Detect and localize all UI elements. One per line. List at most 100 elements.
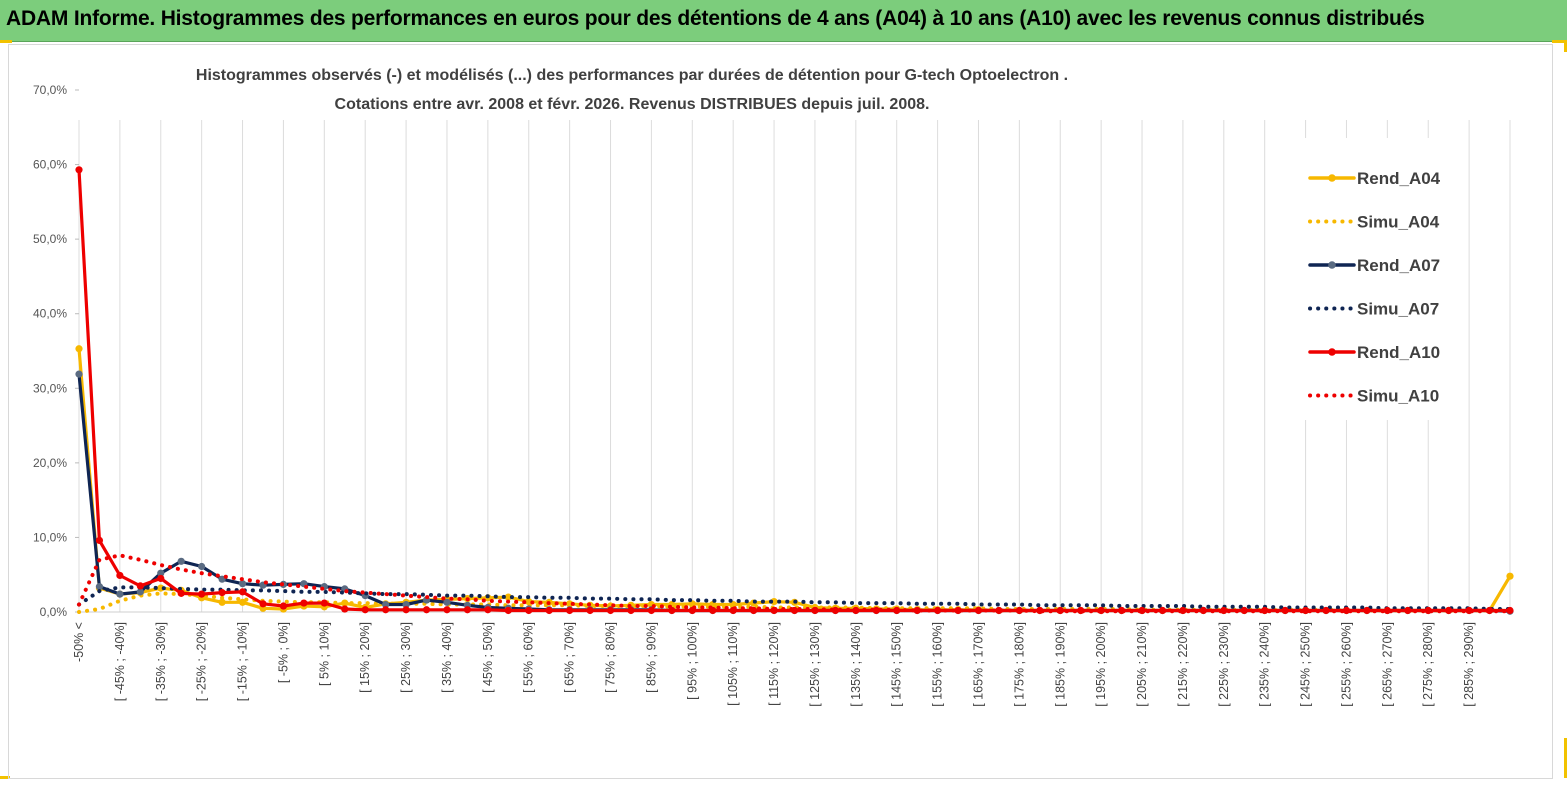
- data-point: [238, 580, 247, 588]
- x-tick-label: [ 125% ; 130%]: [808, 622, 822, 707]
- report-banner: ADAM Informe. Histogrammes des performan…: [0, 0, 1567, 42]
- gridlines: [78, 120, 1511, 612]
- data-point: [361, 606, 369, 614]
- series-Rend_A07: [75, 370, 1514, 615]
- x-tick-label: [ 205% ; 210%]: [1135, 622, 1149, 707]
- legend-label-Rend_A07: Rend_A07: [1357, 256, 1440, 275]
- x-tick-label: [ 265% ; 270%]: [1380, 622, 1394, 707]
- x-tick-label: [ 215% ; 220%]: [1176, 622, 1190, 707]
- data-point: [157, 574, 165, 583]
- data-point: [320, 599, 328, 607]
- y-tick-label: 20,0%: [33, 456, 67, 470]
- x-tick-label: [ 275% ; 280%]: [1421, 622, 1435, 707]
- y-tick-label: 40,0%: [33, 307, 67, 321]
- corner-mark-bottom-left: [0, 776, 10, 779]
- x-tick-label: [ -35% ; -30%]: [154, 622, 168, 701]
- legend-label-Rend_A04: Rend_A04: [1357, 169, 1441, 188]
- data-point: [177, 557, 185, 565]
- y-tick-label: 60,0%: [33, 158, 67, 172]
- data-point: [443, 598, 451, 606]
- x-tick-label: [ 185% ; 190%]: [1053, 622, 1067, 707]
- data-point: [913, 606, 921, 615]
- data-point: [382, 600, 390, 609]
- chart-subtitle: Cotations entre avr. 2008 et févr. 2026.…: [335, 96, 930, 113]
- series-line-Rend_A04: [77, 347, 1512, 613]
- series-layer: [75, 166, 1514, 615]
- legend-label-Rend_A10: Rend_A10: [1357, 343, 1440, 362]
- data-point: [402, 606, 410, 614]
- data-point: [484, 606, 492, 614]
- data-point: [1301, 606, 1310, 615]
- data-point: [95, 536, 104, 545]
- data-point: [279, 602, 288, 610]
- x-tick-label: [ 155% ; 160%]: [931, 622, 945, 707]
- x-tick-label: [ 85% ; 90%]: [644, 622, 658, 693]
- chart-frame: [8, 44, 1553, 779]
- data-point: [525, 606, 533, 615]
- x-tick-label: [ 255% ; 260%]: [1339, 622, 1353, 707]
- data-point: [341, 605, 349, 613]
- x-tick-label: [ -15% ; -10%]: [236, 622, 250, 701]
- data-point: [1506, 606, 1514, 615]
- series-line-Rend_A07: [77, 372, 1512, 613]
- x-tick-label: [ 105% ; 110%]: [726, 622, 740, 706]
- x-tick-label: [ 225% ; 230%]: [1217, 622, 1231, 707]
- data-point: [218, 589, 226, 597]
- corner-mark-right-edge-top: [1564, 40, 1567, 52]
- corner-mark-top-left: [0, 40, 12, 43]
- data-point: [504, 593, 512, 601]
- data-point: [238, 598, 247, 606]
- chart-title: Histogrammes observés (-) et modélisés (…: [196, 67, 1068, 84]
- data-point: [259, 600, 267, 608]
- corner-mark-right-edge-bottom: [1564, 738, 1567, 778]
- data-point: [238, 588, 247, 596]
- data-point: [1342, 606, 1351, 615]
- data-point: [586, 606, 594, 615]
- data-point: [566, 606, 574, 615]
- data-point: [198, 562, 206, 571]
- x-tick-label: [ 285% ; 290%]: [1462, 622, 1476, 707]
- corner-mark-top-right: [1552, 40, 1567, 43]
- data-point: [647, 606, 656, 615]
- x-tick-label: [ -5% ; 0%]: [276, 622, 290, 683]
- y-tick-label: 70,0%: [33, 83, 67, 97]
- data-point: [382, 606, 390, 614]
- data-point: [75, 166, 83, 174]
- data-point: [954, 606, 962, 615]
- x-axis: -50% < [ -45% ; -40%] [ -35% ; -30%] [ -25%…: [72, 611, 1510, 707]
- legend-label-Simu_A07: Simu_A07: [1357, 300, 1439, 319]
- data-point: [545, 606, 553, 615]
- x-tick-label: [ 15% ; 20%]: [358, 622, 372, 693]
- legend-label-Simu_A10: Simu_A10: [1357, 387, 1439, 406]
- x-tick-label: [ 135% ; 140%]: [849, 622, 863, 707]
- legend-marker-Rend_A07: [1328, 261, 1336, 269]
- legend-label-Simu_A04: Simu_A04: [1357, 213, 1440, 232]
- data-point: [116, 571, 124, 580]
- x-tick-label: [ 95% ; 100%]: [685, 622, 699, 700]
- data-point: [443, 606, 451, 614]
- data-point: [116, 590, 124, 598]
- x-tick-label: [ 75% ; 80%]: [604, 622, 618, 693]
- chart-title-background: [150, 56, 1125, 120]
- data-point: [627, 606, 635, 615]
- data-point: [177, 589, 185, 597]
- x-tick-label: -50% <: [72, 622, 86, 662]
- legend-marker-Rend_A10: [1328, 348, 1336, 356]
- y-tick-label: 0,0%: [40, 605, 68, 619]
- x-tick-label: [ 35% ; 40%]: [440, 622, 454, 693]
- x-tick-label: [ -25% ; -20%]: [195, 622, 209, 701]
- x-tick-label: [ 65% ; 70%]: [563, 622, 577, 693]
- x-tick-label: [ 5% ; 10%]: [317, 622, 331, 686]
- y-tick-label: 30,0%: [33, 381, 67, 395]
- x-tick-label: [ 45% ; 50%]: [481, 622, 495, 693]
- data-point: [75, 345, 83, 353]
- data-point: [463, 606, 472, 614]
- legend-background: [1298, 138, 1466, 420]
- data-point: [157, 569, 165, 577]
- data-point: [402, 600, 410, 609]
- data-point: [198, 590, 206, 598]
- data-point: [157, 584, 165, 592]
- data-point: [606, 606, 615, 615]
- x-tick-label: [ 235% ; 240%]: [1258, 622, 1272, 707]
- series-line-Rend_A10: [77, 168, 1512, 613]
